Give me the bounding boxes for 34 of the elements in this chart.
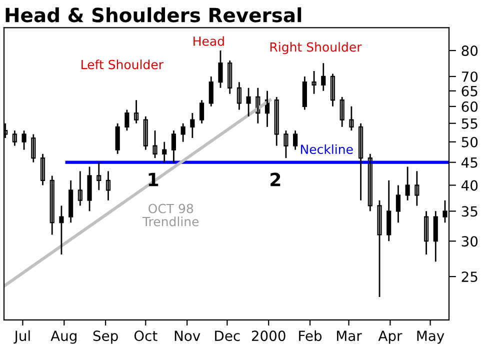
y-tick-label: 40 bbox=[461, 180, 478, 191]
annotation: Neckline bbox=[300, 144, 353, 154]
y-tick-label: 25 bbox=[462, 272, 478, 282]
chart-title: Head & Shoulders Reversal bbox=[6, 7, 302, 22]
annotation: 1 bbox=[148, 172, 158, 186]
y-tick-label: 50 bbox=[462, 136, 478, 148]
y-tick-label: 60 bbox=[462, 101, 478, 112]
x-tick-label: Oct bbox=[134, 330, 158, 342]
x-tick-label: Nov bbox=[174, 330, 200, 342]
candlestick bbox=[152, 130, 158, 159]
annotation: Right Shoulder bbox=[270, 42, 362, 54]
x-tick-label: Sep bbox=[93, 330, 118, 344]
annotation: OCT 98 Trendline bbox=[142, 204, 199, 226]
candlestick bbox=[284, 130, 288, 159]
x-tick-label: May bbox=[417, 330, 444, 344]
y-tick-label: 45 bbox=[461, 157, 478, 168]
x-tick-label: Mar bbox=[337, 330, 362, 342]
y-tick-label: 35 bbox=[462, 206, 478, 217]
candlestick bbox=[59, 204, 64, 256]
x-tick-label: Jul bbox=[14, 330, 30, 344]
y-tick-label: 80 bbox=[462, 46, 478, 56]
annotation: Head bbox=[194, 36, 224, 46]
y-tick-label: 55 bbox=[462, 118, 478, 129]
y-tick-label: 30 bbox=[462, 236, 478, 247]
x-tick-label: Feb bbox=[299, 330, 322, 342]
x-tick-label: Dec bbox=[215, 330, 240, 342]
y-tick-label: 70 bbox=[462, 71, 478, 82]
y-tick-label: 65 bbox=[462, 86, 478, 96]
annotation: Left Shoulder bbox=[82, 60, 164, 70]
x-tick-label: 2000 bbox=[252, 330, 286, 342]
x-tick-label: Apr bbox=[378, 330, 402, 344]
annotation: 2 bbox=[270, 172, 280, 186]
candlestick bbox=[312, 70, 316, 95]
x-tick-label: Aug bbox=[50, 330, 76, 344]
